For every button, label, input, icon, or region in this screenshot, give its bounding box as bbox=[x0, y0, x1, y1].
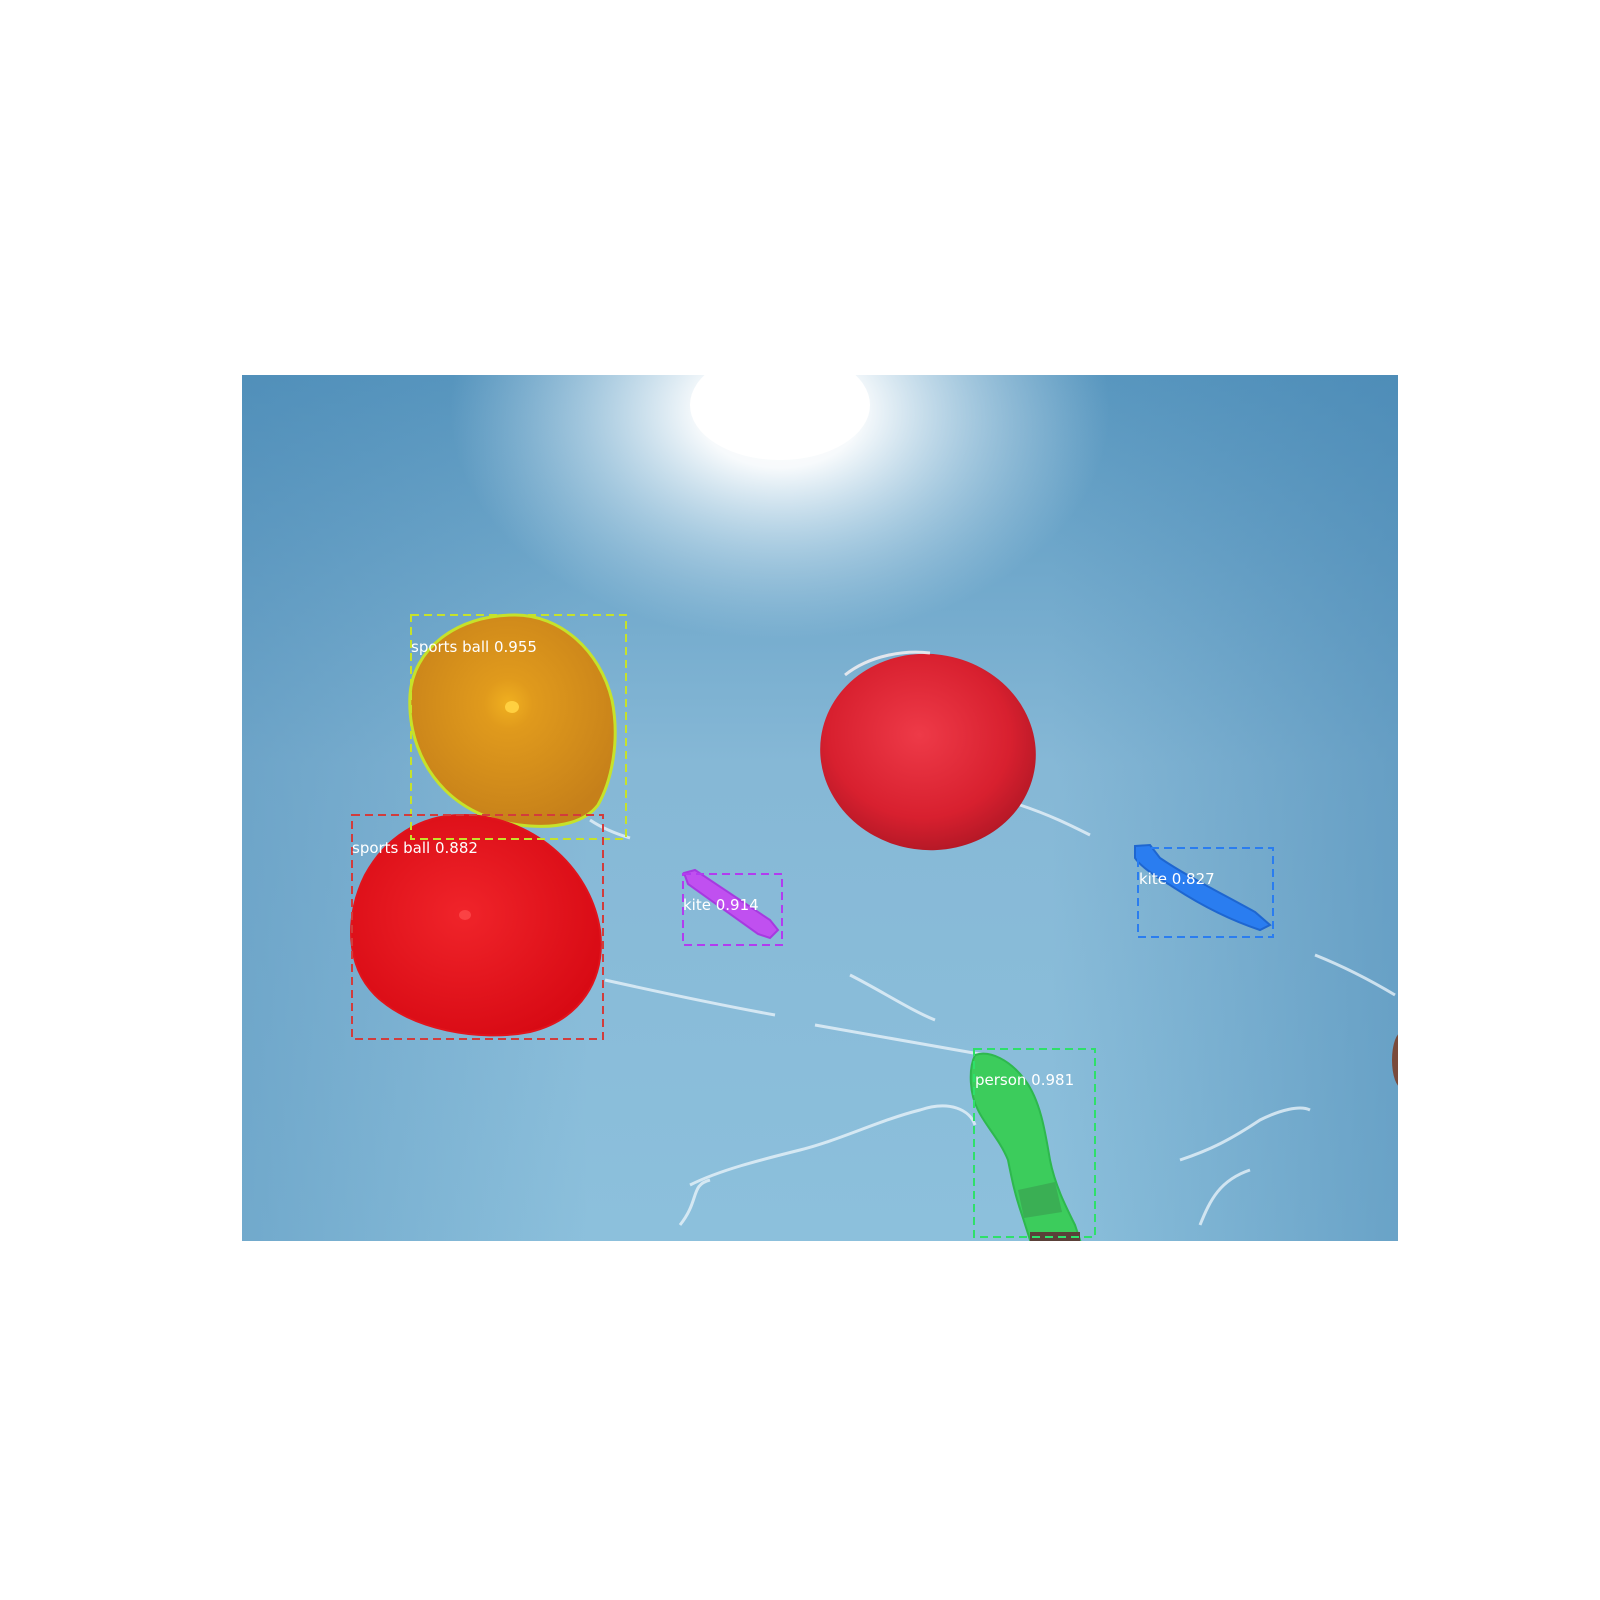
label-kite-purple: kite 0.914 bbox=[683, 896, 759, 914]
sun bbox=[690, 375, 870, 460]
person-base bbox=[1030, 1232, 1080, 1241]
bbox-ball-orange bbox=[410, 614, 627, 840]
sun-glow bbox=[450, 375, 1110, 640]
mask-ball-red-left bbox=[350, 813, 602, 1037]
label-ball-red-left: sports ball 0.882 bbox=[352, 839, 478, 857]
detection-labels: sports ball 0.955 sports ball 0.882 kite… bbox=[352, 638, 1215, 1089]
bbox-ball-red-left bbox=[351, 814, 604, 1040]
edge-object bbox=[1392, 1034, 1398, 1086]
bbox-person-green bbox=[973, 1048, 1096, 1238]
label-kite-blue: kite 0.827 bbox=[1139, 870, 1215, 888]
ribbons bbox=[589, 803, 1396, 1226]
mask-kite-purple bbox=[682, 868, 780, 940]
bounding-boxes bbox=[351, 614, 1274, 1238]
person-cuff bbox=[1018, 1182, 1062, 1218]
ball-red-left-highlight bbox=[459, 910, 471, 920]
balloon-red-right-highlight bbox=[844, 650, 931, 677]
bbox-kite-purple bbox=[682, 873, 783, 946]
ball-orange-highlight bbox=[505, 701, 519, 713]
mask-kite-blue bbox=[1134, 843, 1272, 932]
label-person-green: person 0.981 bbox=[975, 1071, 1074, 1089]
label-ball-orange: sports ball 0.955 bbox=[411, 638, 537, 656]
bbox-kite-blue bbox=[1137, 847, 1274, 938]
photo bbox=[242, 375, 1398, 1241]
balloon-red-right bbox=[820, 653, 1036, 851]
